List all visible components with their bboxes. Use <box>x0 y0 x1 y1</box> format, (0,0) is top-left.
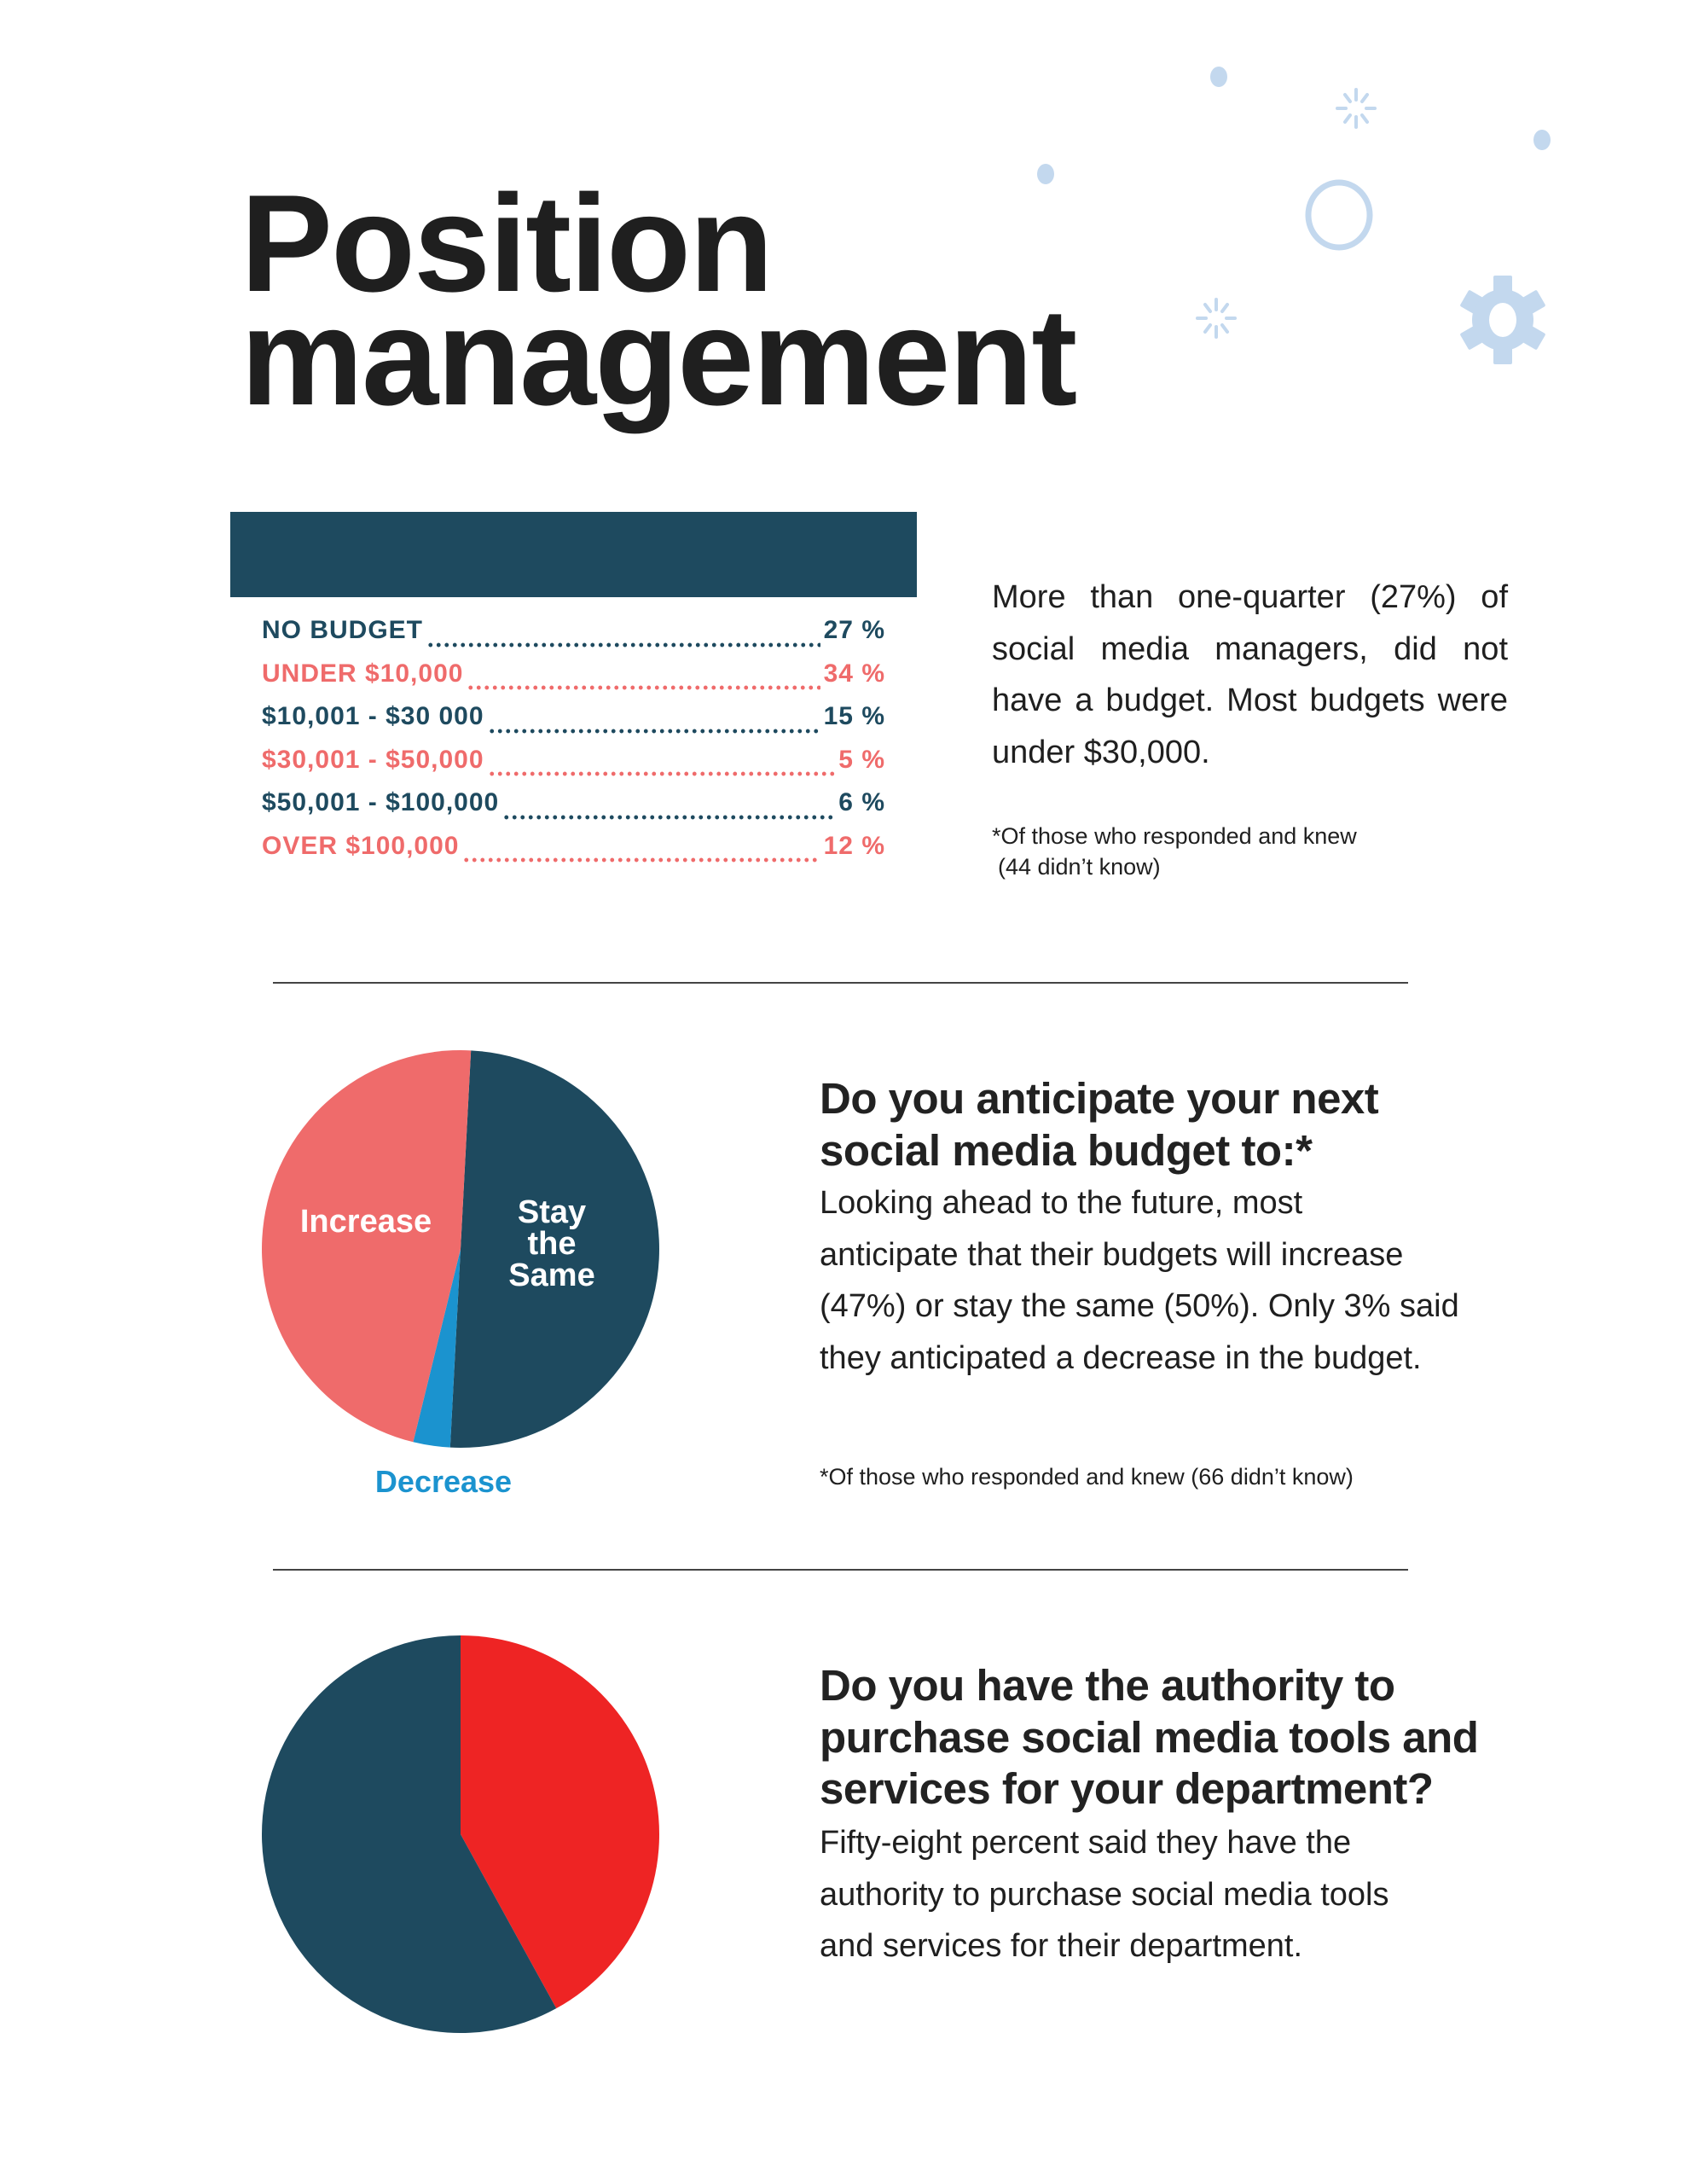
budget-row: $50,001 - $100,000 6 % <box>262 788 885 832</box>
pie-label-line: Stay <box>517 1194 587 1230</box>
budget-footnote-line2: (44 didn’t know) <box>998 854 1161 880</box>
body-line: they anticipated a decrease in the budge… <box>820 1339 1422 1376</box>
heading-line: services for your department? <box>820 1764 1434 1813</box>
budget-label: $50,001 - $100,000 <box>262 788 500 816</box>
body-line: Looking ahead to the future, most <box>820 1185 1303 1221</box>
pie-slice-yes <box>262 1635 557 2033</box>
budget-outlook-pie-chart <box>261 1050 659 1448</box>
ring-icon <box>1305 179 1373 251</box>
body-line: authority to purchase social media tools <box>820 1876 1389 1913</box>
question2-body: Fifty-eight percent said they have the a… <box>820 1817 1528 1972</box>
body-line: and services for their department. <box>820 1928 1303 1964</box>
question1-footnote: *Of those who responded and knew (66 did… <box>820 1464 1354 1490</box>
budget-value: 5 % <box>838 745 885 774</box>
body-line: Fifty-eight percent said they have the <box>820 1825 1352 1861</box>
budget-value: 34 % <box>823 659 885 688</box>
pie-slice-decrease <box>413 1249 461 1448</box>
heading-line: social media budget to:* <box>820 1125 1313 1175</box>
pie-label-line: the <box>527 1226 577 1262</box>
budget-value: 27 % <box>823 616 885 644</box>
heading-line: purchase social media tools and <box>820 1712 1479 1762</box>
budget-footnote-line1: *Of those who responded and knew <box>992 823 1357 849</box>
budget-label: UNDER $10,000 <box>262 659 464 688</box>
page-title-line1: Position <box>241 166 774 321</box>
question1-body: Looking ahead to the future, most antici… <box>820 1177 1528 1384</box>
sparkle-icon <box>1196 298 1237 339</box>
pie-label-line: Same <box>508 1258 595 1293</box>
budget-row: $30,001 - $50,000 5 % <box>262 746 885 789</box>
question2-heading: Do you have the authority to purchase so… <box>820 1660 1519 1815</box>
budget-row: NO BUDGET 27 % <box>262 616 885 659</box>
pie-slice-increase <box>261 1050 472 1443</box>
body-line: (47%) or stay the same (50%). Only 3% sa… <box>820 1288 1459 1324</box>
divider <box>273 1569 1408 1571</box>
budget-row: OVER $100,000 12 % <box>262 832 885 875</box>
budget-value: 12 % <box>823 831 885 860</box>
gear-icon <box>1460 276 1545 364</box>
body-line: anticipate that their budgets will incre… <box>820 1236 1404 1273</box>
budget-value: 6 % <box>838 788 885 816</box>
pie-label-increase: Increase <box>299 1204 432 1240</box>
budget-header-bar <box>230 512 917 597</box>
divider <box>273 982 1408 984</box>
dot-icon <box>1210 67 1227 87</box>
budget-summary: More than one-quarter (27%) of social me… <box>992 579 1508 770</box>
pie-label-decrease: Decrease <box>374 1464 513 1499</box>
pie-slice-no <box>461 1635 659 2009</box>
pie-slice-stay-the-same <box>449 1050 659 1448</box>
question1-heading: Do you anticipate your next social media… <box>820 1073 1519 1176</box>
budget-label: OVER $100,000 <box>262 831 460 860</box>
sparkle-icon <box>1336 88 1377 129</box>
budget-row: UNDER $10,000 34 % <box>262 659 885 703</box>
heading-line: Do you have the authority to <box>820 1661 1395 1710</box>
budget-label: NO BUDGET <box>262 616 423 644</box>
pie-label-stay-the-same: Stay the Same <box>484 1194 620 1293</box>
page-title-line2: management <box>241 280 1077 434</box>
dot-icon <box>1037 164 1054 184</box>
heading-line: Do you anticipate your next <box>820 1074 1379 1123</box>
dot-icon <box>1533 130 1551 150</box>
budget-table: NO BUDGET 27 % UNDER $10,000 34 % $10,001 … <box>262 616 885 874</box>
budget-label: $10,001 - $30 000 <box>262 702 484 730</box>
decorations <box>1037 67 1551 364</box>
budget-value: 15 % <box>823 702 885 730</box>
budget-row: $10,001 - $30 000 15 % <box>262 702 885 746</box>
budget-label: $30,001 - $50,000 <box>262 745 484 774</box>
authority-pie-chart <box>262 1635 659 2033</box>
